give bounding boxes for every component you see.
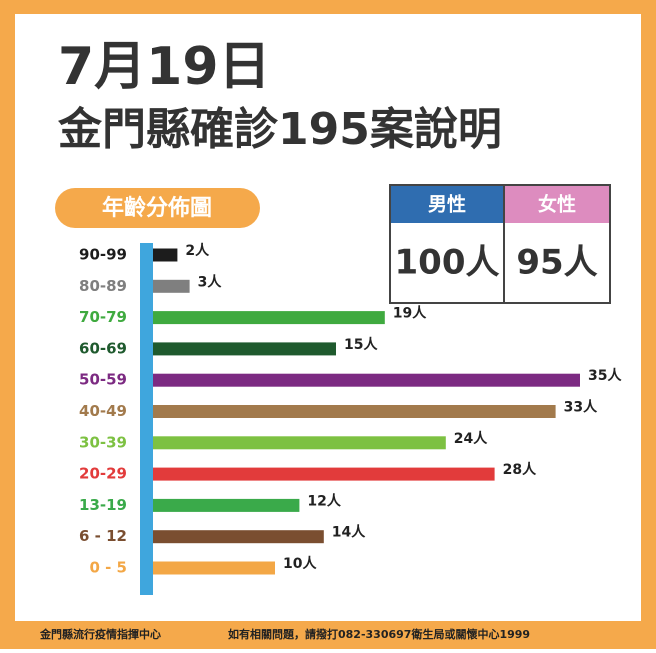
bar <box>153 279 190 293</box>
bar <box>153 561 275 575</box>
category-label: 6 - 12 <box>79 527 127 545</box>
category-label: 90-99 <box>79 246 127 264</box>
female-header-bg <box>505 186 609 223</box>
category-label: 60-69 <box>79 339 127 357</box>
axis-bar <box>140 243 153 595</box>
footer-left: 金門縣流行疫情指揮中心 <box>39 627 161 641</box>
value-label: 10人 <box>283 555 317 572</box>
value-label: 3人 <box>198 273 223 290</box>
value-label: 2人 <box>185 242 210 259</box>
bar <box>153 436 446 450</box>
bar <box>153 467 495 481</box>
footer-right: 如有相關問題，請撥打082-330697衛生局或關懷中心1999 <box>228 627 530 641</box>
category-label: 30-39 <box>79 433 127 451</box>
bar <box>153 405 556 418</box>
male-header: 男性 <box>428 193 466 216</box>
female-count: 95人 <box>516 243 597 283</box>
male-count: 100人 <box>395 243 500 283</box>
female-header: 女性 <box>538 193 576 216</box>
category-label: 50-59 <box>79 371 127 389</box>
bar <box>153 248 178 262</box>
bar <box>153 498 300 512</box>
bar <box>153 311 385 325</box>
value-label: 24人 <box>454 430 488 447</box>
bar <box>153 373 580 387</box>
subtitle: 金門縣確診195案說明 <box>57 104 502 155</box>
male-header-bg <box>391 186 504 223</box>
label-pill <box>55 188 260 228</box>
value-label: 19人 <box>393 305 427 322</box>
value-label: 12人 <box>307 492 341 509</box>
category-label: 70-79 <box>79 308 127 326</box>
bar <box>153 342 336 356</box>
category-label: 20-29 <box>79 465 127 483</box>
category-label: 13-19 <box>79 496 127 514</box>
label-text: 年齡分佈圖 <box>102 195 212 221</box>
value-label: 14人 <box>332 524 366 541</box>
value-label: 15人 <box>344 336 378 353</box>
category-label: 0 - 5 <box>89 559 127 577</box>
value-label: 35人 <box>588 367 622 384</box>
category-label: 40-49 <box>79 402 127 420</box>
value-label: 33人 <box>564 399 598 416</box>
bar <box>153 530 324 544</box>
category-label: 80-89 <box>79 277 127 295</box>
value-label: 28人 <box>503 461 537 478</box>
title: 7月19日 <box>58 37 271 97</box>
